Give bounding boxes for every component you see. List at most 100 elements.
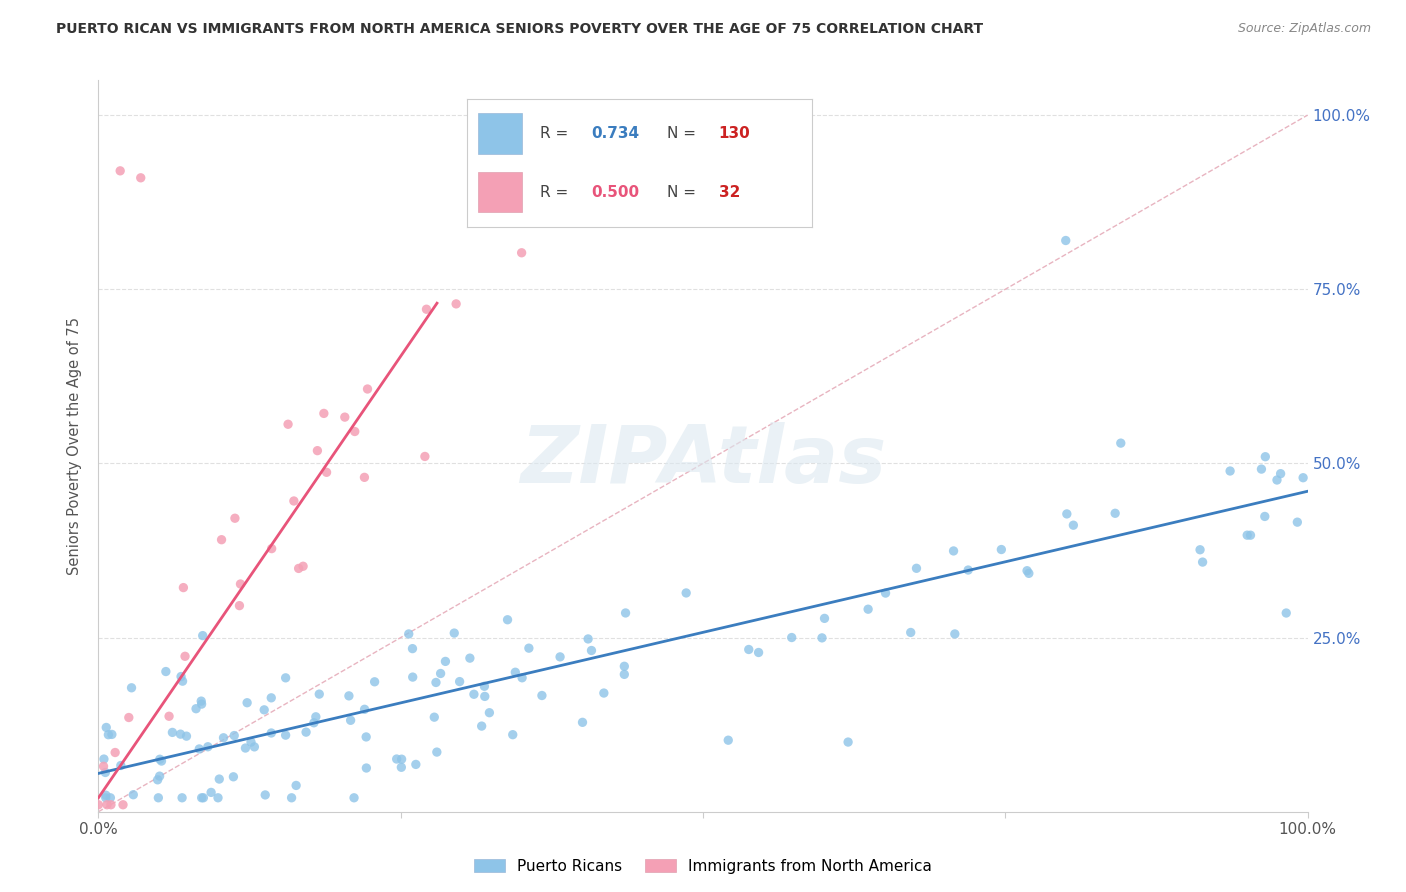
Point [813, 611, 835, 625]
Point [277, 417, 299, 432]
Point [1015, 564, 1038, 578]
Point [1054, 234, 1077, 248]
Point [308, 687, 330, 701]
Point [613, 659, 636, 673]
Point [339, 714, 361, 728]
Point [193, 790, 215, 805]
Point [280, 790, 302, 805]
Point [121, 681, 143, 695]
Point [571, 715, 593, 730]
Point [510, 245, 533, 260]
Point [811, 631, 834, 645]
Point [385, 752, 408, 766]
Point [1250, 462, 1272, 476]
Point [1270, 467, 1292, 481]
Point [302, 715, 325, 730]
Point [592, 686, 614, 700]
Point [1236, 528, 1258, 542]
Point [1104, 506, 1126, 520]
Point [172, 581, 194, 595]
Point [471, 719, 494, 733]
Point [614, 606, 637, 620]
Point [429, 666, 451, 681]
Point [1189, 542, 1212, 557]
Point [104, 746, 127, 760]
Point [94, 790, 117, 805]
Point [391, 752, 413, 766]
Point [576, 632, 599, 646]
Point [122, 788, 145, 802]
Point [94, 788, 117, 802]
Point [260, 541, 283, 556]
Text: Source: ZipAtlas.com: Source: ZipAtlas.com [1237, 22, 1371, 36]
Point [343, 425, 366, 439]
Point [295, 725, 318, 739]
Point [172, 790, 194, 805]
Point [287, 561, 309, 575]
Point [458, 651, 481, 665]
Point [157, 709, 180, 723]
Point [738, 642, 761, 657]
Point [837, 735, 859, 749]
Point [875, 586, 897, 600]
Point [240, 735, 263, 749]
Point [305, 710, 328, 724]
Point [100, 790, 122, 805]
Point [283, 494, 305, 508]
Point [900, 625, 922, 640]
Point [307, 443, 329, 458]
Point [356, 761, 378, 775]
Point [197, 739, 219, 754]
Point [780, 631, 803, 645]
Point [613, 667, 636, 681]
Point [149, 752, 172, 766]
Point [463, 687, 485, 701]
Point [581, 643, 603, 657]
Point [478, 706, 501, 720]
Point [363, 674, 385, 689]
Point [253, 703, 276, 717]
Point [474, 690, 496, 704]
Point [510, 671, 533, 685]
Point [274, 671, 297, 685]
Y-axis label: Seniors Poverty Over the Age of 75: Seniors Poverty Over the Age of 75 [67, 317, 83, 575]
Point [285, 779, 308, 793]
Point [748, 645, 770, 659]
Point [405, 757, 427, 772]
Point [174, 649, 197, 664]
Point [333, 410, 356, 425]
Point [149, 769, 172, 783]
Point [957, 563, 980, 577]
Point [224, 511, 246, 525]
Point [444, 297, 467, 311]
Point [505, 665, 527, 680]
Point [101, 727, 124, 741]
Point [162, 725, 184, 739]
Text: PUERTO RICAN VS IMMIGRANTS FROM NORTH AMERICA SENIORS POVERTY OVER THE AGE OF 75: PUERTO RICAN VS IMMIGRANTS FROM NORTH AM… [56, 22, 983, 37]
Point [402, 670, 425, 684]
Point [243, 739, 266, 754]
Point [212, 731, 235, 745]
Point [211, 533, 233, 547]
Point [354, 730, 377, 744]
Point [1254, 450, 1277, 464]
Point [717, 733, 740, 747]
Point [207, 790, 229, 805]
Point [398, 627, 420, 641]
Point [148, 790, 170, 805]
Point [190, 697, 212, 711]
Point [449, 674, 471, 689]
Point [1275, 606, 1298, 620]
Point [443, 626, 465, 640]
Point [228, 599, 250, 613]
Point [260, 690, 283, 705]
Point [254, 788, 277, 802]
Point [97, 728, 120, 742]
Text: ZIPAtlas: ZIPAtlas [520, 422, 886, 500]
Point [312, 406, 335, 420]
Point [905, 561, 928, 575]
Point [517, 641, 540, 656]
Point [315, 465, 337, 479]
Point [93, 752, 115, 766]
Point [96, 797, 118, 812]
